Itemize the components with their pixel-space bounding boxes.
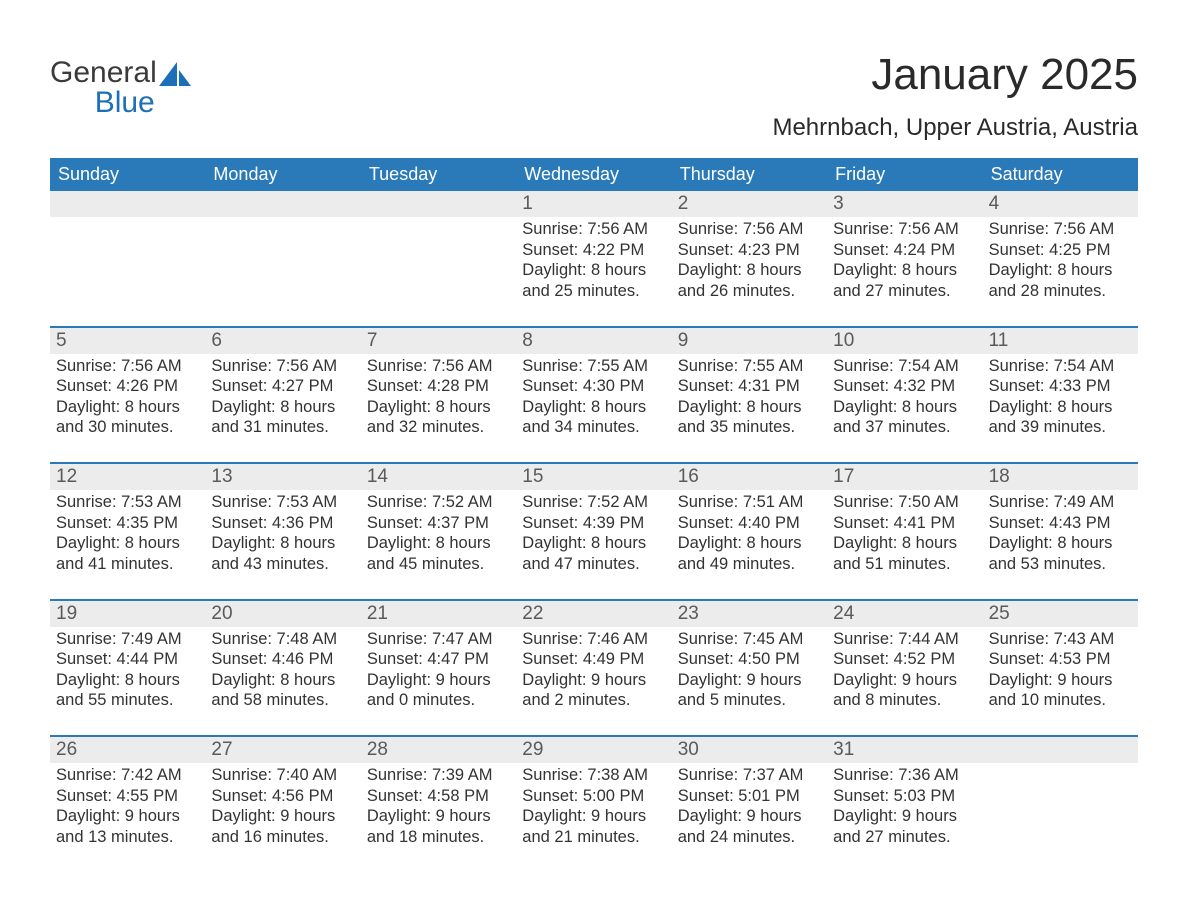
day-cell: Sunrise: 7:56 AM Sunset: 4:23 PM Dayligh… [672, 217, 827, 326]
day-cell: Sunrise: 7:56 AM Sunset: 4:24 PM Dayligh… [827, 217, 982, 326]
day-number [361, 191, 516, 217]
day-number: 13 [205, 464, 360, 490]
day-cell: Sunrise: 7:55 AM Sunset: 4:30 PM Dayligh… [516, 354, 671, 463]
day-number [50, 191, 205, 217]
day-number: 4 [983, 191, 1138, 217]
day-of-week-header: Monday [205, 158, 360, 191]
location-subtitle: Mehrnbach, Upper Austria, Austria [772, 114, 1138, 142]
day-cell: Sunrise: 7:56 AM Sunset: 4:28 PM Dayligh… [361, 354, 516, 463]
day-of-week-header: Sunday [50, 158, 205, 191]
day-number: 21 [361, 601, 516, 627]
day-cell: Sunrise: 7:47 AM Sunset: 4:47 PM Dayligh… [361, 627, 516, 736]
day-number: 6 [205, 328, 360, 354]
day-number: 14 [361, 464, 516, 490]
day-cell: Sunrise: 7:56 AM Sunset: 4:27 PM Dayligh… [205, 354, 360, 463]
day-number: 2 [672, 191, 827, 217]
day-number: 19 [50, 601, 205, 627]
day-number: 27 [205, 737, 360, 763]
day-number: 3 [827, 191, 982, 217]
day-of-week-header: Friday [827, 158, 982, 191]
day-cell: Sunrise: 7:53 AM Sunset: 4:35 PM Dayligh… [50, 490, 205, 599]
day-cell: Sunrise: 7:52 AM Sunset: 4:39 PM Dayligh… [516, 490, 671, 599]
calendar-grid: SundayMondayTuesdayWednesdayThursdayFrid… [50, 158, 1138, 872]
day-number: 15 [516, 464, 671, 490]
day-number: 23 [672, 601, 827, 627]
day-number: 22 [516, 601, 671, 627]
month-title: January 2025 [772, 50, 1138, 100]
day-cell: Sunrise: 7:45 AM Sunset: 4:50 PM Dayligh… [672, 627, 827, 736]
day-cell: Sunrise: 7:55 AM Sunset: 4:31 PM Dayligh… [672, 354, 827, 463]
day-cell: Sunrise: 7:40 AM Sunset: 4:56 PM Dayligh… [205, 763, 360, 872]
day-number: 17 [827, 464, 982, 490]
day-cell [361, 217, 516, 326]
day-number: 12 [50, 464, 205, 490]
day-number: 31 [827, 737, 982, 763]
day-of-week-header: Thursday [672, 158, 827, 191]
day-number: 9 [672, 328, 827, 354]
day-number: 25 [983, 601, 1138, 627]
day-cell: Sunrise: 7:51 AM Sunset: 4:40 PM Dayligh… [672, 490, 827, 599]
day-of-week-header: Wednesday [516, 158, 671, 191]
day-number: 18 [983, 464, 1138, 490]
day-cell: Sunrise: 7:53 AM Sunset: 4:36 PM Dayligh… [205, 490, 360, 599]
logo-text: General Blue [50, 58, 157, 118]
logo: General Blue [50, 50, 193, 118]
day-cell: Sunrise: 7:54 AM Sunset: 4:32 PM Dayligh… [827, 354, 982, 463]
day-cell: Sunrise: 7:49 AM Sunset: 4:44 PM Dayligh… [50, 627, 205, 736]
day-cell: Sunrise: 7:44 AM Sunset: 4:52 PM Dayligh… [827, 627, 982, 736]
day-number: 1 [516, 191, 671, 217]
day-number: 20 [205, 601, 360, 627]
day-number: 8 [516, 328, 671, 354]
calendar-page: General Blue January 2025 Mehrnbach, Upp… [0, 0, 1188, 912]
day-cell: Sunrise: 7:54 AM Sunset: 4:33 PM Dayligh… [983, 354, 1138, 463]
day-number: 5 [50, 328, 205, 354]
day-cell [983, 763, 1138, 872]
day-cell: Sunrise: 7:49 AM Sunset: 4:43 PM Dayligh… [983, 490, 1138, 599]
day-number: 29 [516, 737, 671, 763]
day-number [983, 737, 1138, 763]
day-number: 24 [827, 601, 982, 627]
day-cell: Sunrise: 7:36 AM Sunset: 5:03 PM Dayligh… [827, 763, 982, 872]
day-cell: Sunrise: 7:42 AM Sunset: 4:55 PM Dayligh… [50, 763, 205, 872]
day-cell: Sunrise: 7:46 AM Sunset: 4:49 PM Dayligh… [516, 627, 671, 736]
day-cell: Sunrise: 7:39 AM Sunset: 4:58 PM Dayligh… [361, 763, 516, 872]
title-block: January 2025 Mehrnbach, Upper Austria, A… [772, 50, 1138, 150]
logo-sail-icon [159, 62, 193, 92]
logo-word-general: General [50, 56, 157, 89]
day-number: 30 [672, 737, 827, 763]
day-number: 16 [672, 464, 827, 490]
day-cell: Sunrise: 7:37 AM Sunset: 5:01 PM Dayligh… [672, 763, 827, 872]
day-cell: Sunrise: 7:50 AM Sunset: 4:41 PM Dayligh… [827, 490, 982, 599]
day-number: 28 [361, 737, 516, 763]
logo-word-blue: Blue [50, 88, 157, 118]
day-number: 26 [50, 737, 205, 763]
day-of-week-header: Saturday [983, 158, 1138, 191]
day-cell: Sunrise: 7:38 AM Sunset: 5:00 PM Dayligh… [516, 763, 671, 872]
day-number: 11 [983, 328, 1138, 354]
day-cell [205, 217, 360, 326]
day-cell: Sunrise: 7:48 AM Sunset: 4:46 PM Dayligh… [205, 627, 360, 736]
day-number: 7 [361, 328, 516, 354]
day-cell: Sunrise: 7:56 AM Sunset: 4:26 PM Dayligh… [50, 354, 205, 463]
day-number [205, 191, 360, 217]
day-cell: Sunrise: 7:56 AM Sunset: 4:25 PM Dayligh… [983, 217, 1138, 326]
day-cell: Sunrise: 7:52 AM Sunset: 4:37 PM Dayligh… [361, 490, 516, 599]
day-of-week-header: Tuesday [361, 158, 516, 191]
day-number: 10 [827, 328, 982, 354]
day-cell: Sunrise: 7:43 AM Sunset: 4:53 PM Dayligh… [983, 627, 1138, 736]
day-cell [50, 217, 205, 326]
page-header: General Blue January 2025 Mehrnbach, Upp… [50, 50, 1138, 150]
day-cell: Sunrise: 7:56 AM Sunset: 4:22 PM Dayligh… [516, 217, 671, 326]
